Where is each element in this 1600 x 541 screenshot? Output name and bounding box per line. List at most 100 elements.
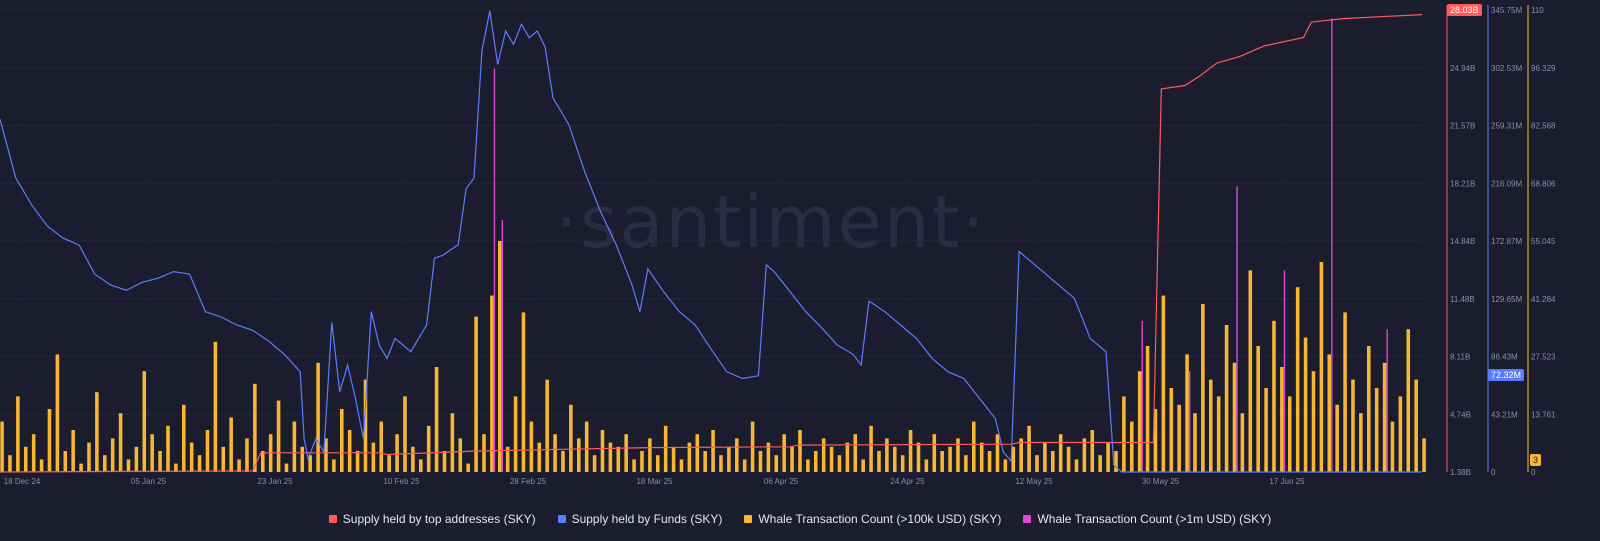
whale-100k-bar — [1003, 459, 1008, 472]
whale-100k-bar — [482, 434, 486, 472]
whale-100k-bar — [814, 451, 818, 472]
whale-100k-bar — [1414, 379, 1418, 472]
whale-1m-bar — [1283, 270, 1286, 472]
whale_count-tick-label: 68.806 — [1531, 179, 1556, 188]
whale-100k-bar — [284, 463, 289, 472]
whale-100k-bar — [1011, 446, 1016, 472]
whale-100k-bar — [1367, 346, 1371, 472]
whale-100k-bar — [829, 446, 834, 472]
whale-100k-bar — [956, 438, 960, 472]
whale-100k-bar — [150, 434, 154, 472]
funds-tick-label: 216.09M — [1491, 179, 1522, 188]
x-tick-label: 10 Feb 25 — [383, 477, 420, 486]
whale-100k-bar — [806, 459, 810, 472]
whale-100k-bar — [687, 442, 692, 472]
whale-100k-bar — [1122, 396, 1126, 472]
whale-100k-bar — [371, 442, 376, 472]
whale-100k-bar — [1256, 346, 1260, 472]
whale_count-tick-label: 27.523 — [1531, 353, 1556, 362]
whale-100k-bar — [174, 463, 178, 472]
whale_count-tick-label: 41.284 — [1531, 295, 1556, 304]
whale-100k-bar — [411, 446, 415, 472]
whale-100k-bar — [1343, 312, 1347, 472]
whale-1m-bar — [1141, 320, 1143, 472]
whale-100k-bar — [964, 455, 968, 472]
whale-100k-bar — [932, 434, 937, 472]
x-tick-label: 18 Dec 24 — [4, 477, 41, 486]
funds-tick-label: 302.53M — [1491, 64, 1522, 73]
whale-100k-bar — [521, 312, 526, 472]
legend-item[interactable]: Supply held by top addresses (SKY) — [328, 512, 536, 526]
whale-100k-bar — [16, 396, 20, 472]
whale-100k-bar — [1145, 346, 1150, 472]
whale-100k-bar — [1272, 320, 1276, 472]
whale-100k-bar — [442, 451, 447, 472]
whale-100k-bar — [126, 459, 131, 472]
whale-100k-bar — [624, 434, 628, 472]
whale-100k-bar — [1137, 371, 1142, 472]
whale-100k-bar — [189, 442, 194, 472]
legend-swatch — [328, 515, 337, 523]
whale-100k-bar — [213, 341, 218, 472]
whale-100k-bar — [877, 451, 881, 472]
whale-100k-bar — [110, 438, 115, 472]
whale-100k-bar — [513, 396, 518, 472]
whale-100k-bar — [118, 413, 123, 472]
whale-100k-bar — [276, 400, 281, 472]
whale-100k-bar — [1224, 325, 1229, 472]
whale-1m-bar — [1236, 186, 1238, 472]
whale-100k-bar — [979, 442, 984, 472]
legend-label: Whale Transaction Count (>1m USD) (SKY) — [1037, 512, 1272, 526]
whale-100k-bar — [1051, 451, 1055, 472]
whale-100k-bar — [142, 371, 147, 472]
whale-100k-bar — [292, 421, 297, 472]
chart-area[interactable]: 18 Dec 24 05 Jan 25 23 Jan 25 10 Feb 25 28 F… — [0, 0, 1600, 505]
whale-100k-bar — [908, 430, 913, 472]
whale-100k-bar — [663, 425, 668, 472]
x-tick-label: 24 Apr 25 — [890, 477, 925, 486]
whale-100k-bar — [347, 430, 352, 472]
whale-100k-bar — [426, 425, 431, 472]
whale-100k-bar — [1209, 379, 1213, 472]
top-addresses-line — [0, 14, 1423, 473]
x-tick-label: 06 Apr 25 — [764, 477, 799, 486]
whale-100k-bar — [363, 379, 368, 472]
whale-100k-bar — [656, 455, 660, 472]
whale-100k-bar — [632, 459, 636, 472]
whale-1m-bar — [501, 220, 504, 472]
whale-100k-bar — [245, 438, 249, 472]
whale-100k-bar — [308, 455, 312, 472]
whale-100k-bar — [916, 442, 921, 472]
whale-100k-bar — [505, 446, 510, 472]
whale-100k-bar — [1058, 434, 1063, 472]
whale-100k-bar — [695, 434, 700, 472]
whale_count-tick-label: 55.045 — [1531, 237, 1556, 246]
legend-item[interactable]: Whale Transaction Count (>100k USD) (SKY… — [744, 512, 1001, 526]
whale-100k-bar — [1359, 413, 1363, 472]
whale-100k-bar — [592, 455, 597, 472]
funds-tick-label: 172.87M — [1491, 237, 1522, 246]
whale-100k-bar — [395, 434, 399, 472]
whale-100k-bar — [1114, 451, 1118, 472]
whale-100k-bar — [1240, 413, 1245, 472]
whale-100k-bar — [1295, 287, 1300, 472]
whale-100k-bar — [1027, 425, 1031, 472]
whale-100k-bar — [735, 438, 739, 472]
whale-count-last-value-badge: 3 — [1530, 454, 1542, 466]
top_addresses-tick-label: 8.11B — [1450, 353, 1470, 362]
whale-100k-bar — [182, 404, 186, 472]
whale-1m-bar — [1386, 329, 1388, 472]
x-tick-label: 18 Mar 25 — [636, 477, 673, 486]
whale-100k-bar — [1335, 404, 1339, 472]
whale-100k-bar — [253, 383, 257, 472]
whale-100k-bar — [355, 451, 360, 472]
whale-100k-bar — [237, 459, 241, 472]
whale-100k-bar — [1098, 455, 1102, 472]
legend-item[interactable]: Whale Transaction Count (>1m USD) (SKY) — [1023, 512, 1271, 526]
whale-100k-bar — [1019, 438, 1023, 472]
legend-item[interactable]: Supply held by Funds (SKY) — [557, 512, 722, 526]
whale-100k-bar — [0, 421, 4, 472]
whale-100k-bar — [498, 241, 502, 472]
x-tick-label: 17 Jun 25 — [1269, 477, 1305, 486]
funds-tick-label: 259.31M — [1491, 122, 1522, 131]
